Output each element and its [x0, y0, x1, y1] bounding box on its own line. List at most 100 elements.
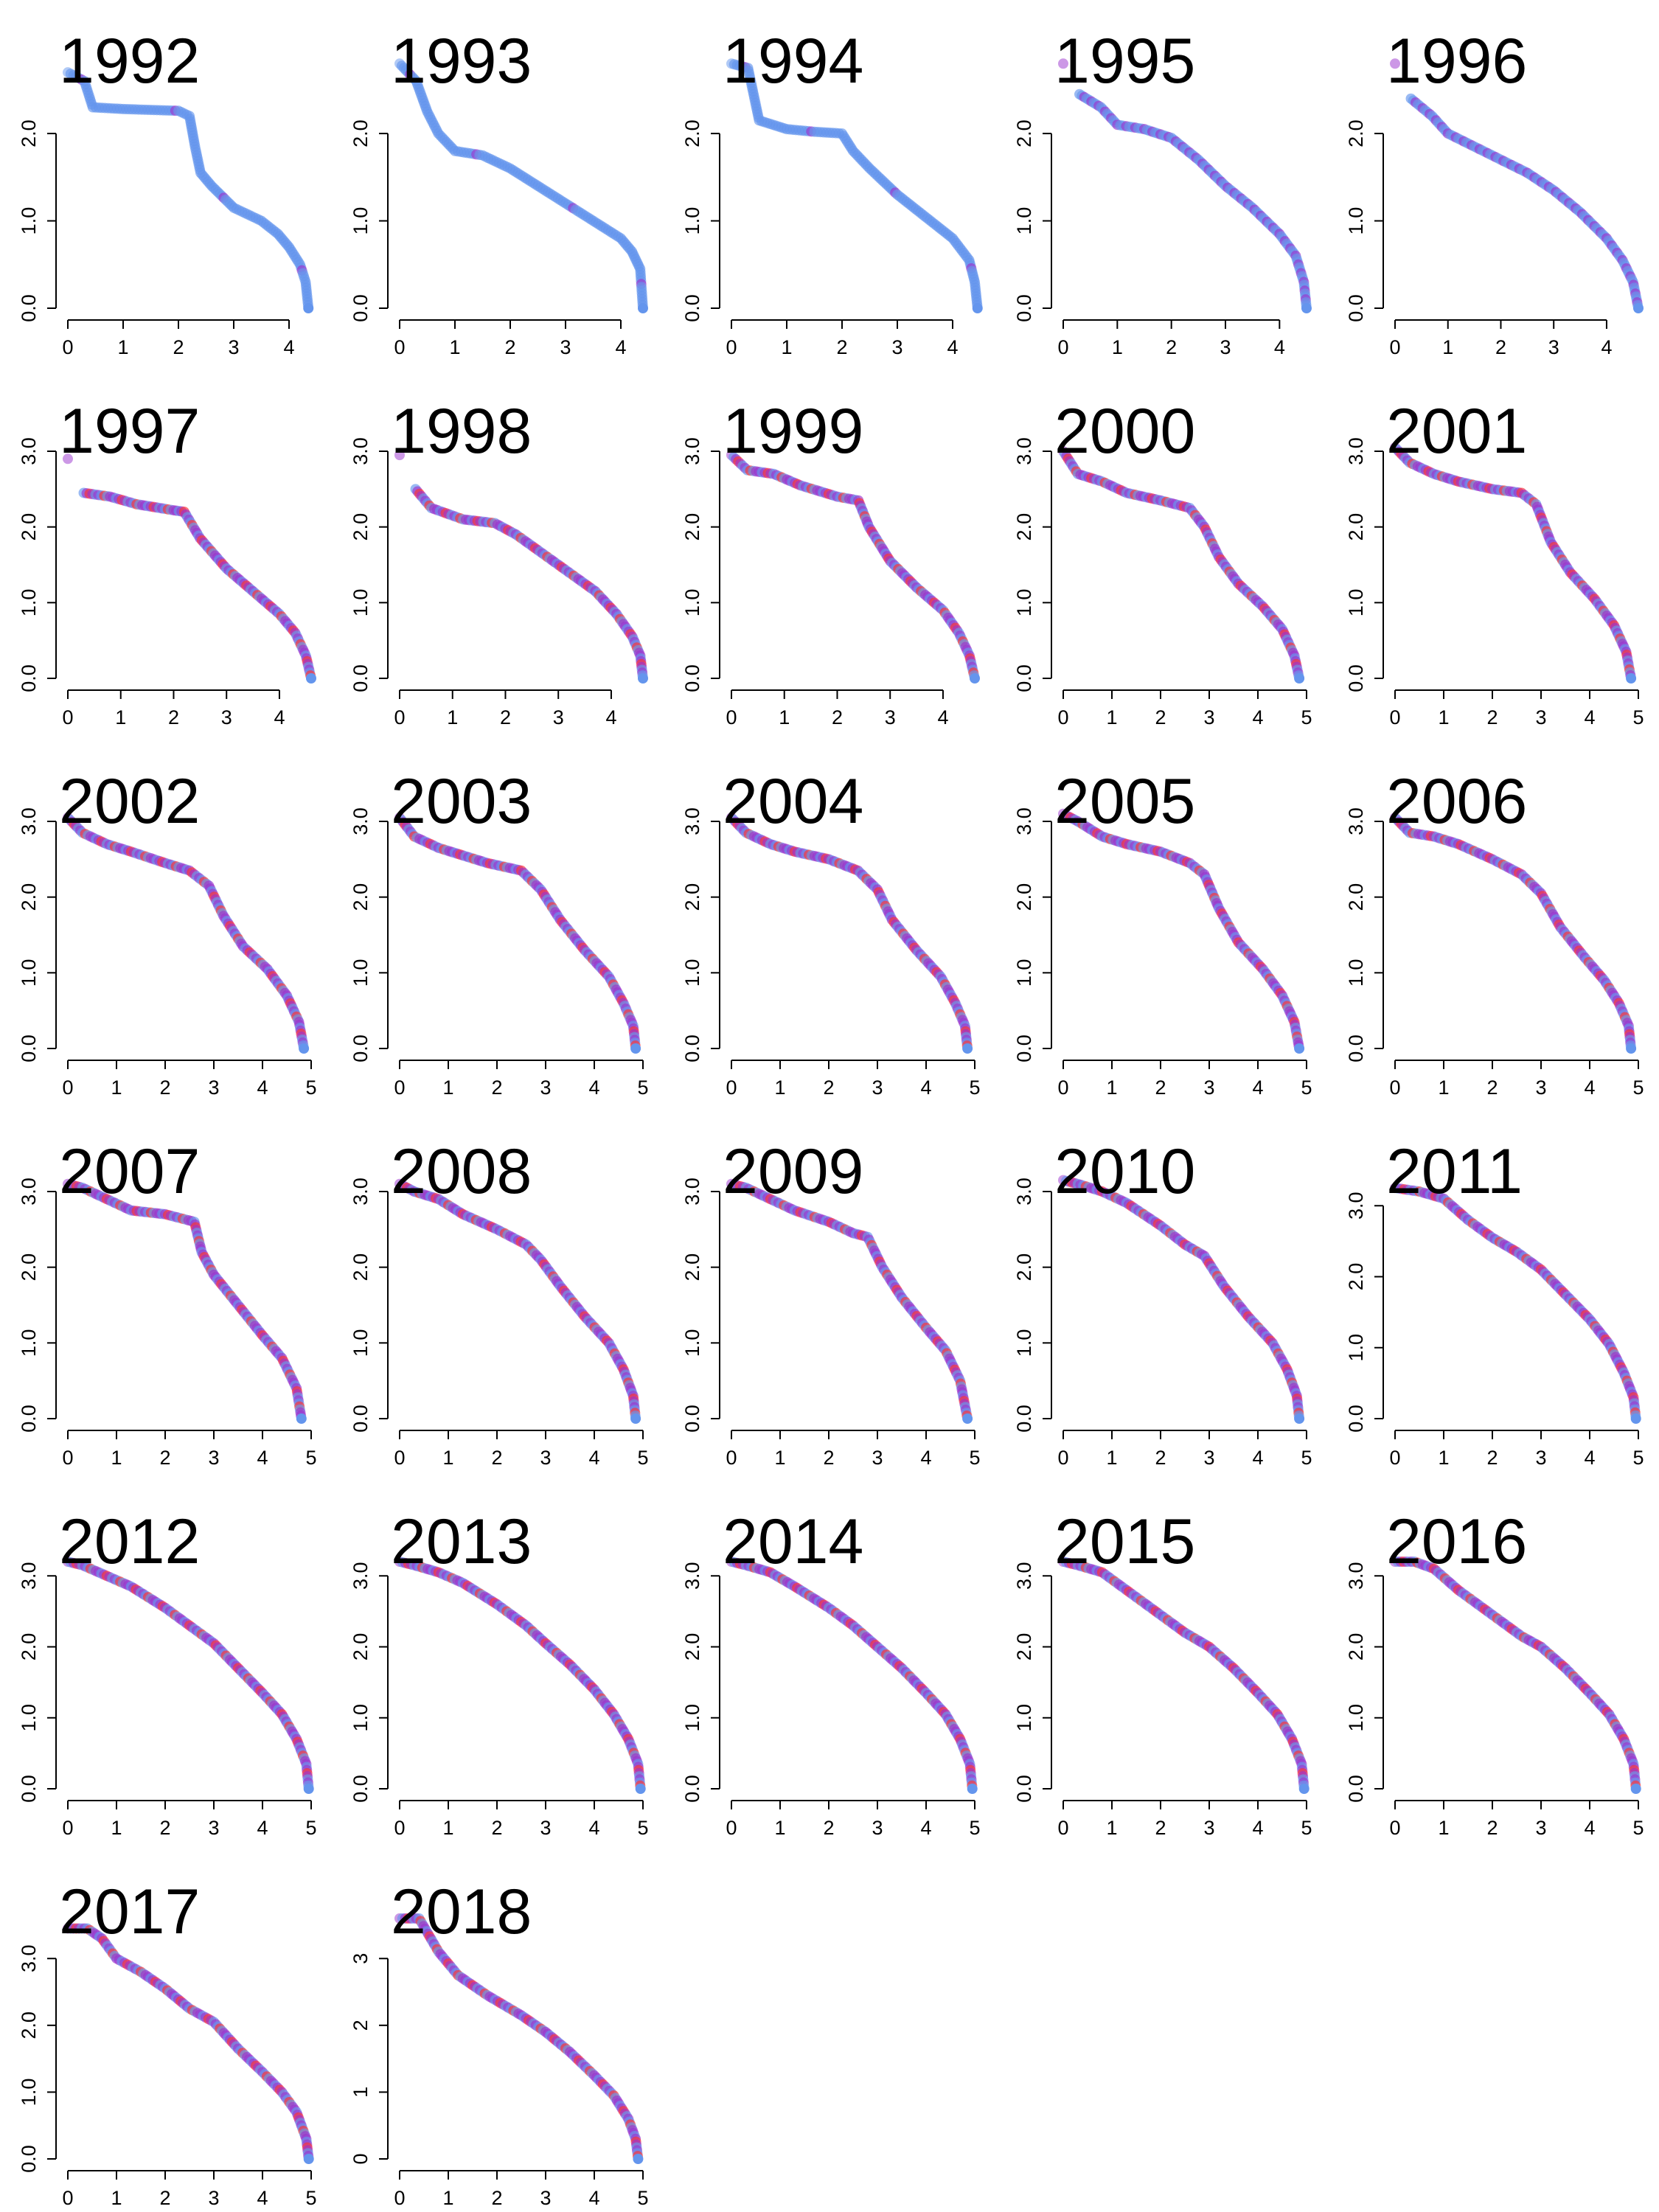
x-tick-label: 4 — [920, 1077, 931, 1099]
x-tick-label: 4 — [588, 2187, 599, 2209]
y-tick-label: 3.0 — [1013, 807, 1035, 835]
data-point — [630, 1043, 641, 1054]
panel-title: 2009 — [723, 1136, 863, 1207]
y-tick-label: 2.0 — [18, 1633, 40, 1661]
y-tick-label: 2.0 — [349, 883, 372, 911]
x-tick-label: 0 — [726, 336, 737, 358]
x-tick-label: 1 — [779, 706, 790, 728]
x-tick-label: 5 — [305, 1077, 316, 1099]
y-tick-label: 0.0 — [1013, 1775, 1035, 1803]
x-tick-label: 5 — [305, 2187, 316, 2209]
x-tick-label: 5 — [637, 1817, 648, 1839]
x-tick-label: 4 — [1584, 1077, 1595, 1099]
x-tick-label: 0 — [394, 1817, 405, 1839]
data-point — [1390, 58, 1400, 69]
x-tick-label: 2 — [159, 1447, 170, 1469]
x-tick-label: 3 — [208, 2187, 219, 2209]
y-tick-label: 1.0 — [681, 959, 703, 987]
data-point — [962, 1043, 973, 1054]
y-tick-label: 1.0 — [681, 1329, 703, 1357]
y-tick-label: 0.0 — [681, 1034, 703, 1062]
y-tick-label: 0.0 — [18, 1405, 40, 1433]
y-tick-label: 2.0 — [1345, 513, 1367, 541]
y-tick-label: 1.0 — [349, 959, 372, 987]
x-tick-label: 0 — [726, 1447, 737, 1469]
y-tick-label: 0.0 — [18, 1775, 40, 1803]
x-tick-label: 2 — [823, 1077, 834, 1099]
y-tick-label: 1.0 — [1013, 1329, 1035, 1357]
x-tick-label: 4 — [588, 1817, 599, 1839]
data-point — [1294, 1043, 1305, 1054]
y-tick-label: 0.0 — [1013, 664, 1035, 692]
x-tick-label: 3 — [1535, 1447, 1546, 1469]
x-tick-label: 5 — [1301, 1817, 1312, 1839]
panel-2005: 0 1 2 3 4 5 0.0 1.0 2.0 3.0 2005 — [1013, 766, 1312, 1099]
x-tick-label: 4 — [1252, 1447, 1263, 1469]
data-point — [1626, 673, 1637, 684]
y-tick-label: 3.0 — [1345, 437, 1367, 465]
x-tick-label: 4 — [1584, 1447, 1595, 1469]
y-tick-label: 1.0 — [1013, 589, 1035, 617]
x-tick-label: 5 — [637, 2187, 648, 2209]
x-tick-label: 0 — [62, 1077, 73, 1099]
x-tick-label: 0 — [1389, 336, 1400, 358]
x-tick-label: 1 — [774, 1077, 785, 1099]
x-tick-label: 4 — [1252, 706, 1263, 728]
x-tick-label: 1 — [442, 2187, 453, 2209]
x-tick-label: 1 — [449, 336, 460, 358]
panel-title: 2005 — [1054, 766, 1195, 837]
x-tick-label: 3 — [540, 2187, 551, 2209]
x-tick-label: 2 — [1155, 1817, 1166, 1839]
y-tick-label: 1.0 — [1013, 207, 1035, 235]
x-tick-label: 2 — [500, 706, 511, 728]
y-tick-label: 1.0 — [1345, 959, 1367, 987]
data-point — [296, 1413, 307, 1424]
y-tick-label: 1.0 — [18, 589, 40, 617]
y-tick-label: 0.0 — [1345, 1775, 1367, 1803]
x-tick-label: 5 — [969, 1817, 980, 1839]
y-tick-label: 2.0 — [349, 513, 372, 541]
y-tick-label: 1.0 — [349, 207, 372, 235]
y-tick-label: 1.0 — [18, 959, 40, 987]
x-tick-label: 3 — [540, 1817, 551, 1839]
panel-1999: 0 1 2 3 4 0.0 1.0 2.0 3.0 1999 — [681, 396, 980, 728]
x-tick-label: 3 — [540, 1077, 551, 1099]
y-tick-label: 3.0 — [681, 437, 703, 465]
panel-title: 2010 — [1054, 1136, 1195, 1207]
y-tick-label: 0.0 — [1013, 1034, 1035, 1062]
y-tick-label: 2.0 — [349, 1253, 372, 1281]
panel-2007: 0 1 2 3 4 5 0.0 1.0 2.0 3.0 2007 — [18, 1136, 317, 1469]
x-tick-label: 2 — [1486, 1817, 1498, 1839]
panel-2003: 0 1 2 3 4 5 0.0 1.0 2.0 3.0 2003 — [349, 766, 649, 1099]
y-tick-label: 1 — [349, 2087, 372, 2098]
panel-title: 2017 — [59, 1877, 200, 1947]
data-point — [1633, 303, 1644, 313]
x-tick-label: 3 — [1548, 336, 1559, 358]
data-point — [303, 1784, 314, 1794]
x-tick-label: 5 — [305, 1817, 316, 1839]
y-tick-label: 1.0 — [1345, 1704, 1367, 1732]
x-tick-label: 3 — [1203, 1817, 1214, 1839]
y-tick-label: 3.0 — [681, 1178, 703, 1206]
y-tick-label: 0.0 — [18, 2145, 40, 2173]
x-tick-label: 3 — [1535, 1817, 1546, 1839]
y-tick-label: 1.0 — [18, 1329, 40, 1357]
y-tick-label: 2.0 — [681, 513, 703, 541]
x-tick-label: 2 — [832, 706, 843, 728]
panel-2014: 0 1 2 3 4 5 0.0 1.0 2.0 3.0 2014 — [681, 1506, 981, 1839]
data-point — [1298, 1784, 1310, 1794]
y-tick-label: 2.0 — [18, 119, 40, 147]
x-tick-label: 3 — [1535, 706, 1546, 728]
y-tick-label: 0.0 — [1345, 1405, 1367, 1433]
x-tick-label: 4 — [1252, 1077, 1263, 1099]
x-tick-label: 1 — [1106, 1077, 1117, 1099]
y-tick-label: 3.0 — [18, 1178, 40, 1206]
y-tick-label: 0.0 — [681, 1775, 703, 1803]
panel-1997: 0 1 2 3 4 0.0 1.0 2.0 3.0 1997 — [18, 396, 316, 728]
x-tick-label: 5 — [1632, 1447, 1644, 1469]
x-tick-label: 3 — [1203, 1447, 1214, 1469]
panel-title: 1994 — [723, 26, 863, 97]
panel-1993: 0 1 2 3 4 0.0 1.0 2.0 1993 — [349, 26, 648, 358]
x-tick-label: 5 — [305, 1447, 316, 1469]
